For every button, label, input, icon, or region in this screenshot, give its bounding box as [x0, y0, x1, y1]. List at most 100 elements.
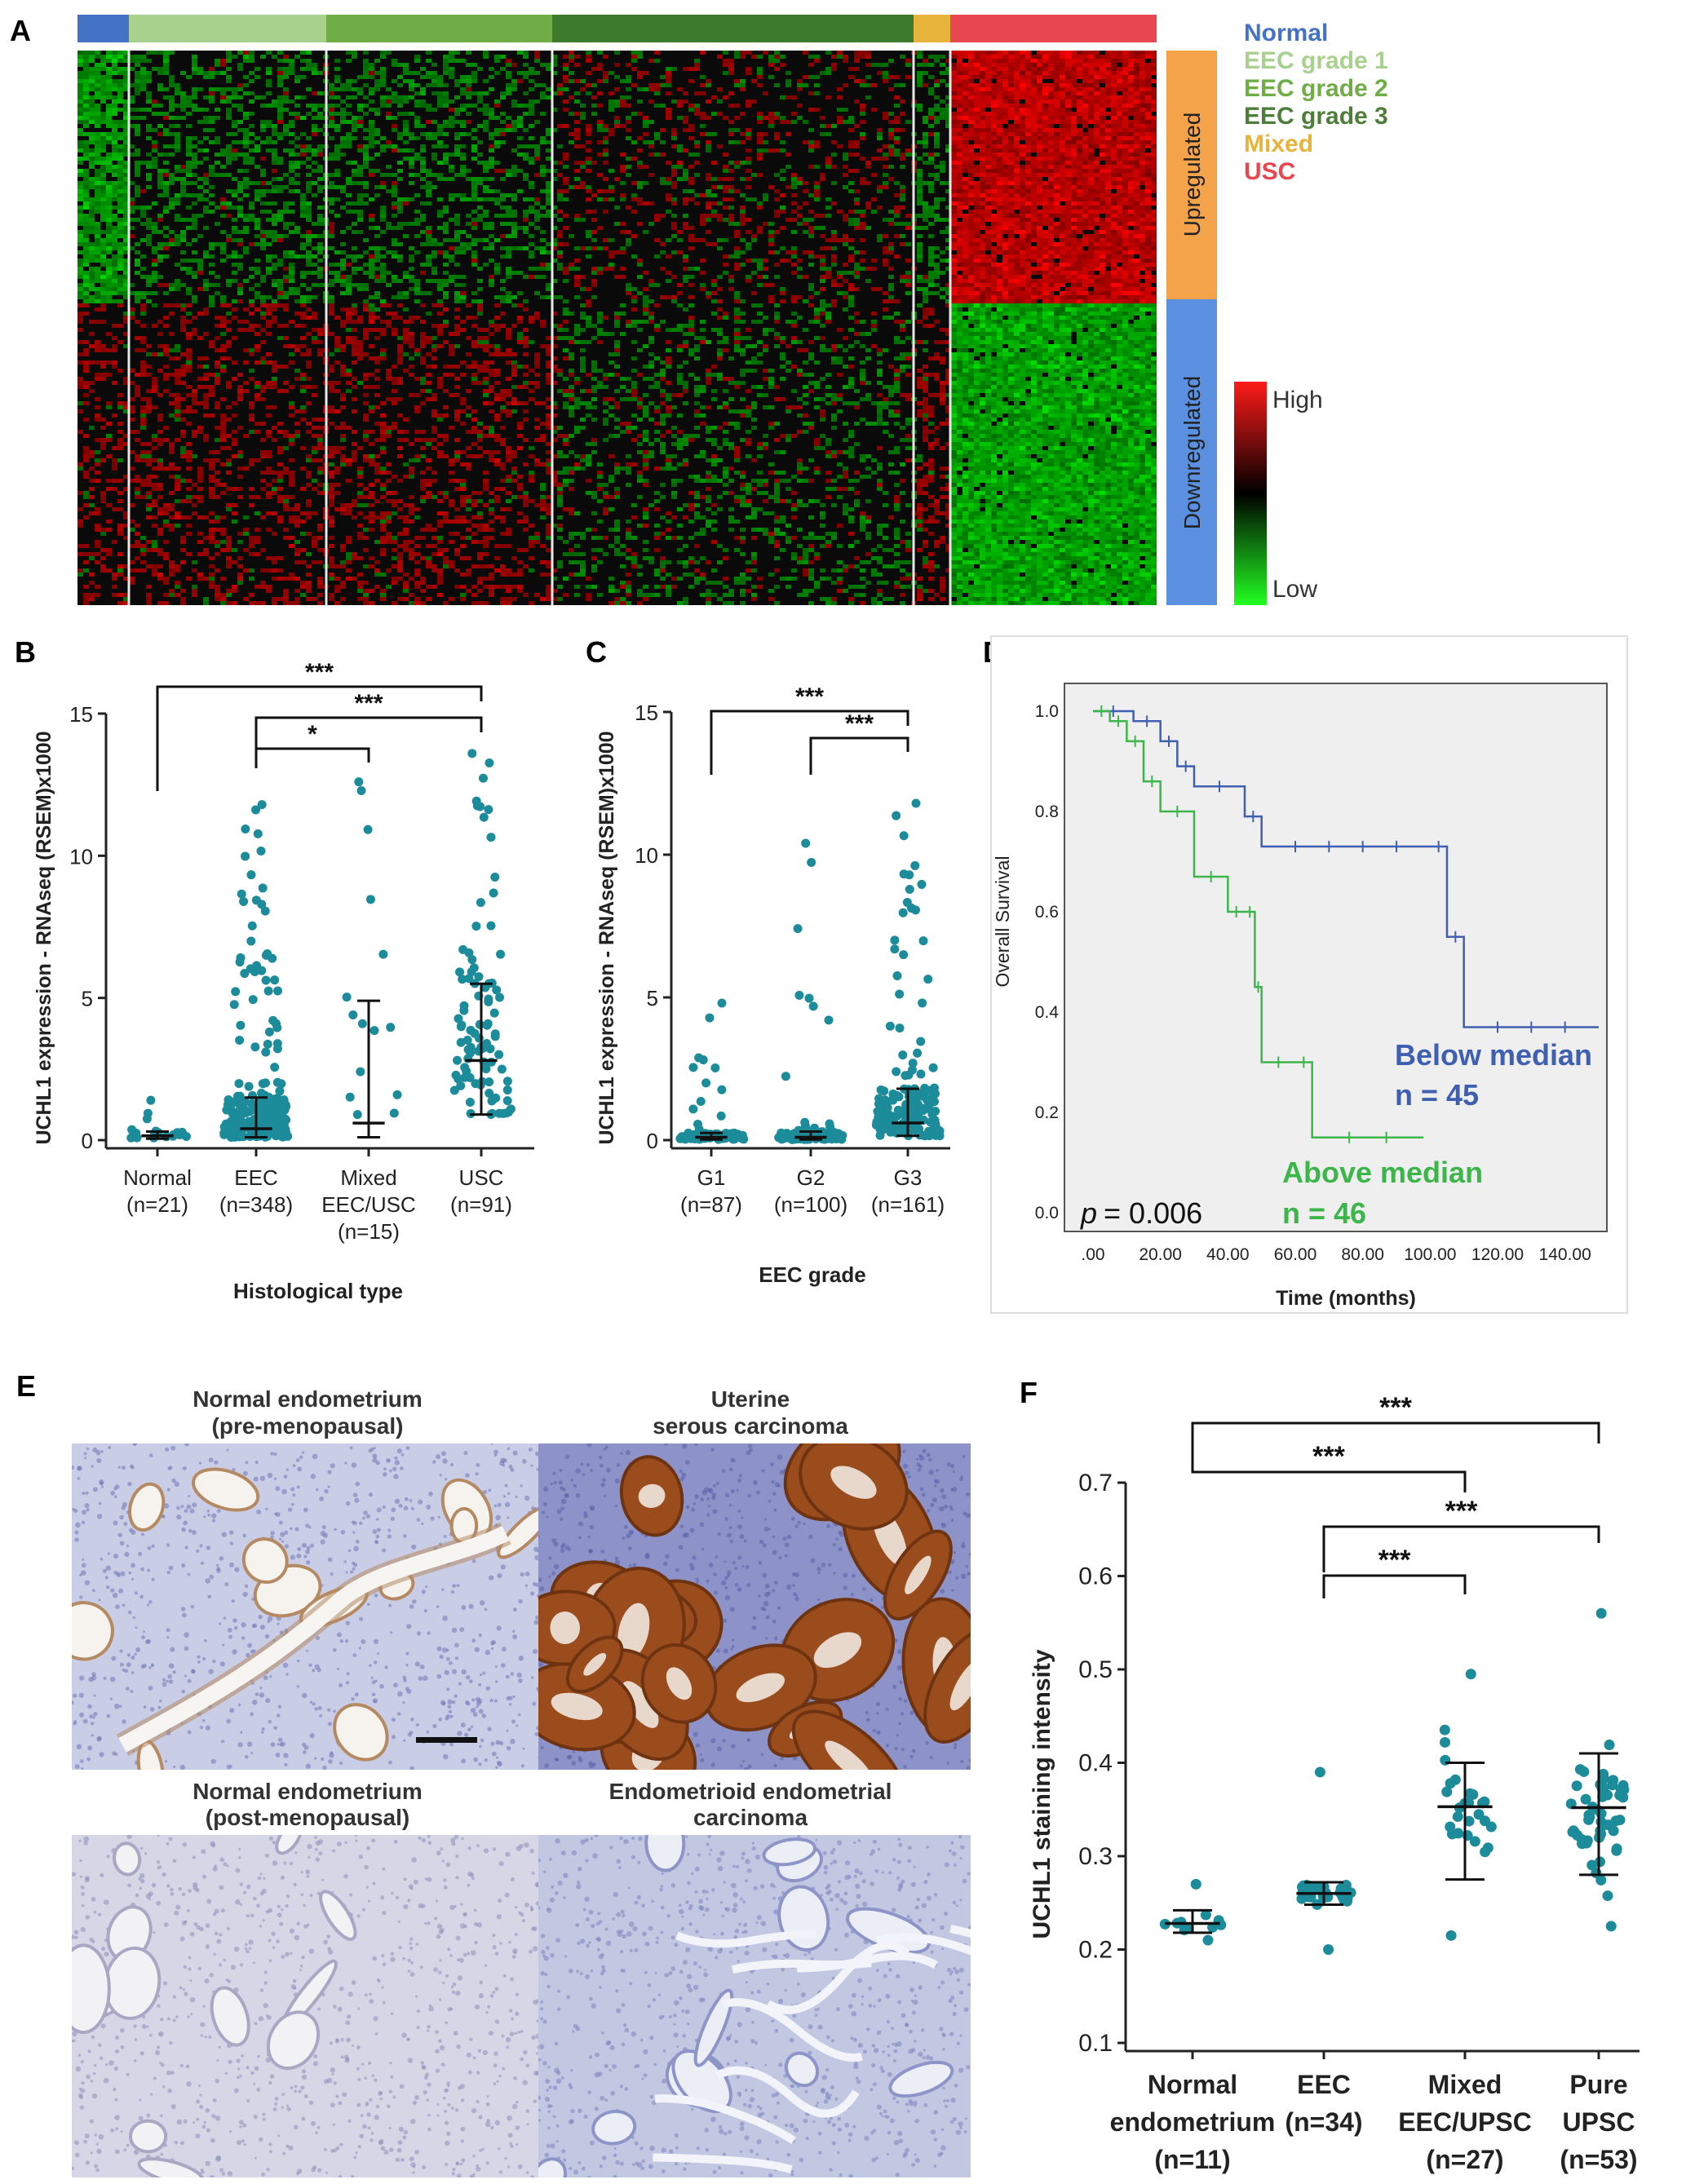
heatmap-cell: [266, 210, 272, 214]
heatmap-cell: [974, 238, 980, 242]
heatmap-cell: [1014, 144, 1020, 148]
heatmap-cell: [317, 189, 323, 193]
heatmap-cell: [426, 254, 431, 259]
heatmap-cell: [192, 104, 197, 108]
heatmap-cell: [985, 116, 991, 120]
heatmap-cell: [1111, 254, 1117, 259]
heatmap-cell: [180, 71, 186, 75]
heatmap-cell: [106, 263, 112, 267]
heatmap-cell: [460, 59, 466, 63]
heatmap-cell: [1031, 83, 1037, 87]
heatmap-panel: Upregulated Downregulated High Low Norma…: [77, 15, 1388, 605]
group-bar-segment: [914, 15, 950, 42]
heatmap-cell: [1020, 234, 1025, 238]
heatmap-cell: [586, 71, 591, 75]
heatmap-cell: [215, 108, 220, 112]
heatmap-cell: [1054, 206, 1060, 210]
heatmap-cell: [357, 144, 363, 148]
heatmap-cell: [1002, 153, 1008, 157]
heatmap-cell: [215, 87, 220, 91]
heatmap-cell: [1088, 144, 1094, 148]
heatmap-cell: [808, 63, 814, 67]
heatmap-cell: [1014, 206, 1020, 210]
heatmap-cell: [1122, 95, 1128, 99]
heatmap-cell: [89, 185, 95, 189]
heatmap-cell: [146, 91, 152, 95]
heatmap-cell: [900, 83, 905, 87]
heatmap-cell: [454, 120, 460, 124]
heatmap-cell: [209, 201, 215, 206]
heatmap-cell: [437, 132, 443, 136]
heatmap-cell: [392, 59, 397, 63]
heatmap-cell: [129, 83, 135, 87]
heatmap-cell: [1082, 120, 1088, 124]
heatmap-cell: [985, 144, 991, 148]
heatmap-cell: [768, 148, 774, 153]
heatmap-cell: [466, 177, 471, 181]
heatmap-cell: [374, 246, 380, 250]
heatmap-cell: [997, 242, 1002, 246]
heatmap-cell: [860, 51, 865, 55]
heatmap-cell: [1100, 173, 1105, 177]
heatmap-cell: [89, 148, 95, 153]
heatmap-cell: [397, 259, 403, 263]
heatmap-cell: [1031, 108, 1037, 112]
heatmap-cell: [169, 104, 175, 108]
heatmap-cell: [112, 128, 117, 132]
heatmap-cell: [951, 112, 957, 116]
heatmap-cell: [112, 193, 117, 197]
heatmap-cell: [403, 197, 409, 201]
heatmap-cell: [489, 259, 494, 263]
heatmap-cell: [603, 75, 608, 79]
heatmap-cell: [100, 87, 106, 91]
heatmap-cell: [1025, 108, 1031, 112]
heatmap-cell: [905, 75, 911, 79]
heatmap-cell: [100, 218, 106, 222]
heatmap-cell: [414, 234, 420, 238]
heatmap-cell: [951, 51, 957, 55]
heatmap-cell: [169, 144, 175, 148]
heatmap-cell: [112, 157, 117, 161]
heatmap-cell: [220, 250, 226, 254]
heatmap-cell: [277, 189, 283, 193]
heatmap-cell: [83, 259, 89, 263]
heatmap-cell: [540, 189, 546, 193]
heatmap-cell: [529, 112, 534, 116]
heatmap-cell: [95, 238, 100, 242]
heatmap-cell: [1139, 230, 1145, 234]
heatmap-cell: [523, 128, 529, 132]
heatmap-cell: [768, 222, 774, 226]
heatmap-cell: [534, 51, 540, 55]
heatmap-cell: [854, 218, 860, 222]
heatmap-cell: [135, 59, 140, 63]
heatmap-cell: [1042, 99, 1048, 104]
heatmap-cell: [414, 116, 420, 120]
heatmap-cell: [317, 185, 323, 189]
heatmap-cell: [374, 226, 380, 230]
heatmap-cell: [894, 83, 900, 87]
heatmap-cell: [112, 189, 117, 193]
heatmap-cell: [586, 197, 591, 201]
heatmap-cell: [928, 246, 934, 250]
heatmap-cell: [329, 116, 334, 120]
heatmap-cell: [1151, 91, 1157, 95]
heatmap-cell: [77, 51, 83, 55]
heatmap-cell: [1117, 238, 1122, 242]
heatmap-cell: [1145, 254, 1151, 259]
heatmap-cell: [945, 124, 951, 128]
heatmap-cell: [1094, 120, 1100, 124]
heatmap-cell: [1037, 144, 1042, 148]
heatmap-cell: [477, 95, 483, 99]
heatmap-cell: [1117, 242, 1122, 246]
heatmap-cell: [1094, 173, 1100, 177]
heatmap-cell: [1060, 161, 1065, 165]
heatmap-cell: [209, 185, 215, 189]
heatmap-cell: [1065, 55, 1071, 59]
heatmap-cell: [334, 75, 340, 79]
heatmap-cell: [991, 222, 997, 226]
heatmap-cell: [477, 206, 483, 210]
heatmap-cell: [574, 144, 580, 148]
heatmap-cell: [940, 116, 945, 120]
heatmap-cell: [546, 242, 551, 246]
heatmap-cell: [420, 165, 426, 169]
